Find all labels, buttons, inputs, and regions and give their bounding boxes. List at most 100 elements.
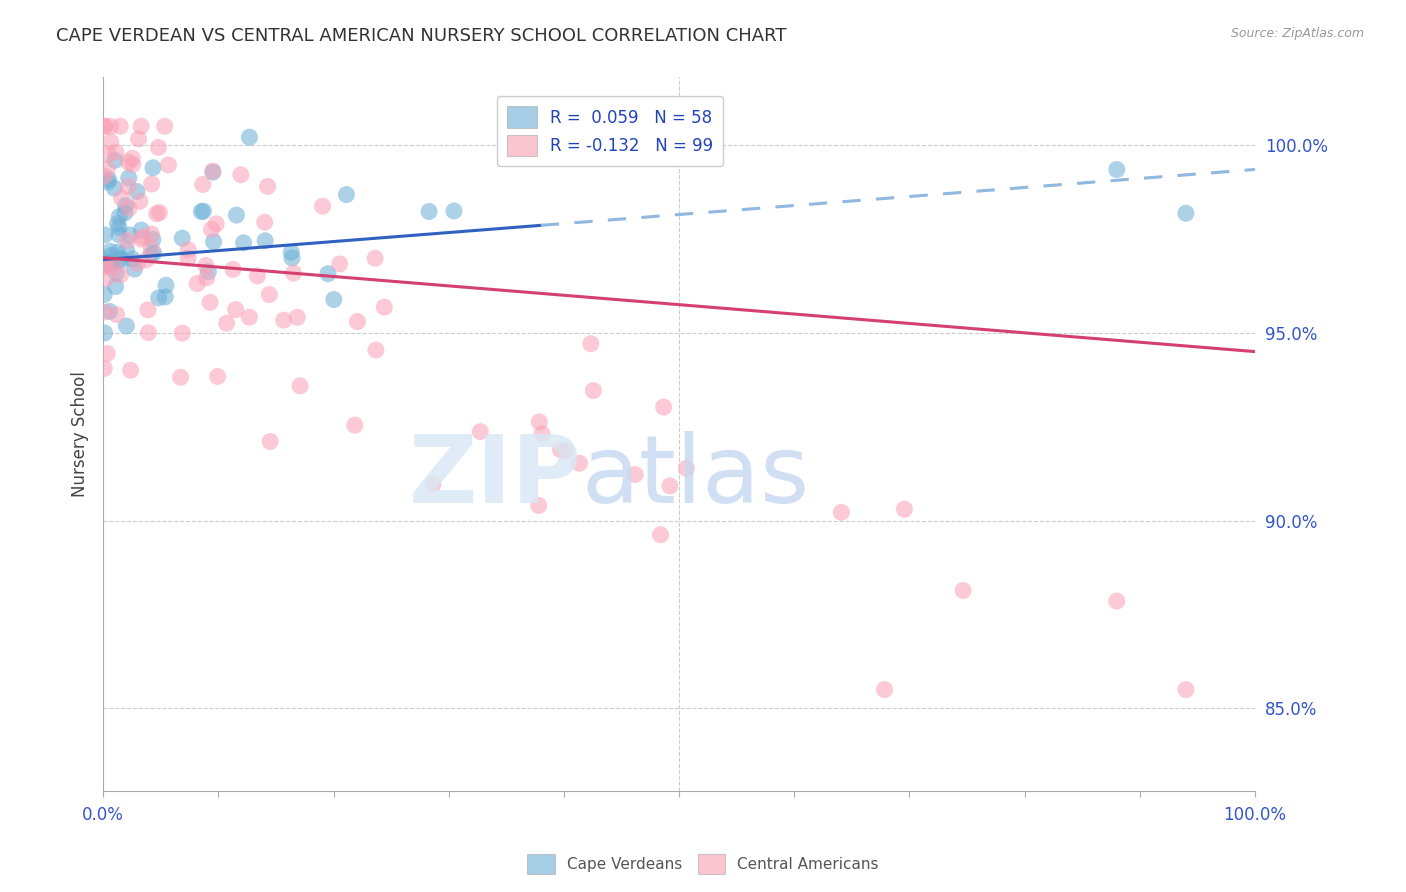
Point (93, 254, 115, 268)
Point (329, 257, 352, 271)
Point (873, 682, 896, 697)
Point (94, 227, 117, 242)
Point (195, 259, 218, 273)
Point (97, 172, 120, 186)
Point (529, 415, 551, 429)
Point (108, 220, 131, 235)
Point (201, 164, 224, 178)
Point (129, 120, 152, 134)
Point (259, 287, 281, 301)
Point (364, 343, 387, 357)
Point (96, 161, 118, 176)
Point (650, 527, 672, 541)
Y-axis label: Nursery School: Nursery School (72, 371, 89, 497)
Point (418, 204, 440, 219)
Point (172, 326, 194, 340)
Point (111, 252, 134, 267)
Point (141, 227, 163, 241)
Point (120, 363, 142, 377)
Text: 0.0%: 0.0% (82, 806, 124, 824)
Point (373, 300, 395, 314)
Point (105, 266, 128, 280)
Point (100, 248, 122, 262)
Point (177, 251, 200, 265)
Point (93, 361, 115, 376)
Point (238, 130, 260, 145)
Point (135, 252, 157, 267)
Point (148, 205, 170, 219)
Point (198, 295, 221, 310)
Point (195, 270, 218, 285)
Point (207, 369, 229, 384)
Point (132, 230, 155, 244)
Point (1105, 162, 1128, 177)
Point (222, 262, 245, 277)
Point (273, 313, 295, 327)
Point (335, 187, 357, 202)
Point (108, 252, 131, 266)
Point (117, 179, 139, 194)
Point (177, 243, 200, 257)
Legend: Cape Verdeans, Central Americans: Cape Verdeans, Central Americans (522, 848, 884, 880)
Point (100, 120, 122, 134)
Point (97, 175, 120, 189)
Point (311, 199, 333, 213)
Point (96, 271, 118, 285)
Point (281, 251, 304, 265)
Point (103, 181, 125, 195)
Point (531, 426, 554, 441)
Point (186, 277, 208, 291)
Point (114, 206, 136, 220)
Point (346, 314, 368, 328)
Point (93, 120, 115, 134)
Point (153, 120, 176, 134)
Point (129, 232, 152, 246)
Point (115, 243, 138, 257)
Point (108, 210, 131, 224)
Point (93, 326, 115, 340)
Point (197, 265, 219, 279)
Point (107, 217, 129, 231)
Point (117, 155, 139, 169)
Point (101, 256, 124, 270)
Point (322, 293, 344, 307)
Point (190, 204, 212, 219)
Point (148, 291, 170, 305)
Point (830, 505, 852, 519)
Point (200, 222, 222, 236)
Point (225, 208, 247, 222)
Text: ZIP: ZIP (408, 431, 581, 523)
Point (952, 583, 974, 598)
Point (470, 425, 492, 439)
Point (93, 169, 115, 184)
Point (232, 235, 254, 250)
Point (193, 204, 215, 219)
Point (229, 168, 252, 182)
Point (108, 227, 131, 242)
Point (658, 479, 681, 493)
Point (202, 235, 225, 249)
Point (246, 268, 269, 283)
Point (121, 152, 143, 166)
Point (259, 434, 281, 449)
Point (121, 252, 143, 266)
Point (652, 400, 675, 414)
Point (1174, 206, 1197, 220)
Point (93, 259, 115, 273)
Point (141, 177, 163, 191)
Point (142, 246, 165, 260)
Point (422, 477, 444, 491)
Point (205, 217, 228, 231)
Text: Source: ZipAtlas.com: Source: ZipAtlas.com (1230, 27, 1364, 40)
Point (893, 502, 915, 516)
Point (285, 310, 308, 325)
Point (118, 171, 141, 186)
Point (675, 461, 697, 475)
Point (98, 304, 121, 318)
Point (125, 185, 148, 199)
Point (93, 287, 115, 301)
Point (98, 244, 121, 259)
Point (254, 234, 277, 248)
Point (128, 132, 150, 146)
Point (1174, 682, 1197, 697)
